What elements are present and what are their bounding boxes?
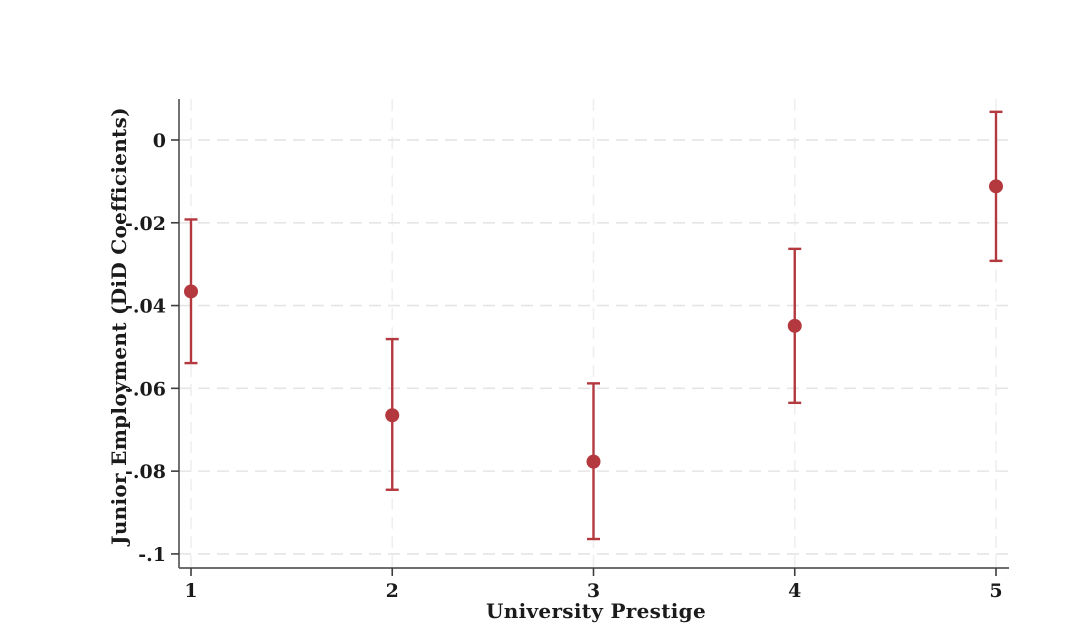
y-tick-label: 0: [153, 130, 166, 152]
y-axis-title: Junior Employment (DiD Coefficients): [107, 107, 131, 545]
data-point: [787, 318, 802, 333]
data-point: [385, 408, 400, 423]
x-tick-label: 4: [788, 580, 801, 602]
x-tick-label: 2: [386, 580, 399, 602]
y-tick-label: -.02: [125, 213, 166, 235]
y-tick-label: -.1: [138, 544, 166, 566]
data-point: [988, 179, 1003, 194]
x-axis-title: University Prestige: [486, 599, 706, 623]
data-point: [586, 454, 601, 469]
x-tick-label: 3: [587, 580, 600, 602]
y-tick-label: -.04: [125, 296, 166, 318]
x-tick-label: 5: [989, 580, 1002, 602]
y-tick-label: -.08: [125, 461, 166, 483]
x-tick-label: 1: [184, 580, 197, 602]
y-tick-label: -.06: [125, 378, 166, 400]
data-point: [183, 284, 198, 299]
